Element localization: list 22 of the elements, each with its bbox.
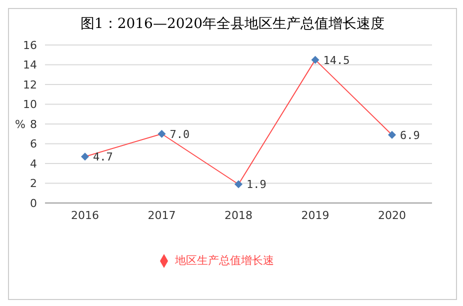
x-tick-label: 2019 [301,208,330,222]
data-label: 6.9 [400,128,420,142]
y-tick-label: 2 [30,177,37,190]
legend-label: 地区生产总值增长速 [175,254,274,267]
data-label: 14.5 [323,54,350,67]
y-axis-title: % [15,118,26,131]
x-tick-label: 2018 [224,208,252,222]
x-tick-label: 2020 [378,208,406,222]
data-label: 1.9 [246,178,266,192]
y-tick-label: 14 [23,58,37,72]
y-tick-label: 10 [23,98,37,112]
y-tick-label: 6 [30,138,37,151]
y-tick-label: 8 [30,118,37,131]
y-tick-label: 16 [23,38,37,52]
y-tick-label: 4 [30,157,37,170]
chart-title: 图1：2016—2020年全县地区生产总值增长速度 [79,15,386,34]
y-tick-label: 0 [30,196,37,210]
data-label: 7.0 [170,128,190,141]
data-label: 4.7 [93,150,113,164]
x-tick-label: 2017 [148,208,176,222]
x-tick-label: 2016 [71,208,99,222]
y-tick-label: 12 [23,78,37,92]
